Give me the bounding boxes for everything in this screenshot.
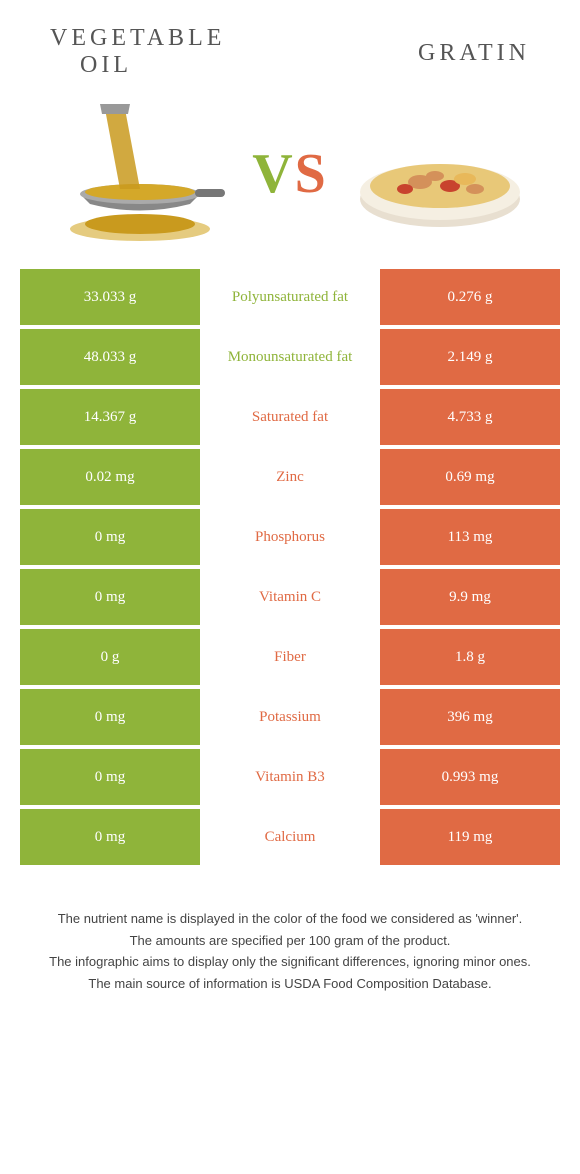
right-value: 119 mg bbox=[380, 809, 560, 865]
right-value: 4.733 g bbox=[380, 389, 560, 445]
gratin-image bbox=[340, 99, 540, 249]
comparison-table: 33.033 gPolyunsaturated fat0.276 g48.033… bbox=[20, 269, 560, 865]
footer-line3: The infographic aims to display only the… bbox=[30, 952, 550, 972]
left-value: 0 mg bbox=[20, 569, 200, 625]
right-value: 0.69 mg bbox=[380, 449, 560, 505]
left-value: 0 g bbox=[20, 629, 200, 685]
title-left-line2: OIL bbox=[80, 52, 132, 78]
nutrient-name: Vitamin C bbox=[200, 569, 380, 625]
table-row: 0 gFiber1.8 g bbox=[20, 629, 560, 685]
left-value: 0 mg bbox=[20, 809, 200, 865]
table-row: 14.367 gSaturated fat4.733 g bbox=[20, 389, 560, 445]
right-value: 0.993 mg bbox=[380, 749, 560, 805]
left-value: 48.033 g bbox=[20, 329, 200, 385]
left-value: 0 mg bbox=[20, 749, 200, 805]
table-row: 0 mgCalcium119 mg bbox=[20, 809, 560, 865]
vs-s: S bbox=[295, 143, 328, 205]
vs-label: VS bbox=[252, 142, 328, 206]
footer-line2: The amounts are specified per 100 gram o… bbox=[30, 931, 550, 951]
table-row: 0 mgPotassium396 mg bbox=[20, 689, 560, 745]
table-row: 48.033 gMonounsaturated fat2.149 g bbox=[20, 329, 560, 385]
nutrient-name: Saturated fat bbox=[200, 389, 380, 445]
right-value: 396 mg bbox=[380, 689, 560, 745]
right-value: 1.8 g bbox=[380, 629, 560, 685]
left-value: 0.02 mg bbox=[20, 449, 200, 505]
right-value: 9.9 mg bbox=[380, 569, 560, 625]
vs-v: V bbox=[252, 143, 294, 205]
header: VEGETABLE OIL GRATIN bbox=[0, 0, 580, 89]
left-value: 33.033 g bbox=[20, 269, 200, 325]
footer-line1: The nutrient name is displayed in the co… bbox=[30, 909, 550, 929]
footer-notes: The nutrient name is displayed in the co… bbox=[0, 869, 580, 1015]
nutrient-name: Calcium bbox=[200, 809, 380, 865]
right-value: 2.149 g bbox=[380, 329, 560, 385]
left-value: 0 mg bbox=[20, 509, 200, 565]
title-left-line1: VEGETABLE bbox=[50, 25, 225, 51]
nutrient-name: Monounsaturated fat bbox=[200, 329, 380, 385]
title-right: GRATIN bbox=[418, 25, 530, 67]
oil-image bbox=[40, 99, 240, 249]
footer-line4: The main source of information is USDA F… bbox=[30, 974, 550, 994]
table-row: 0 mgVitamin B30.993 mg bbox=[20, 749, 560, 805]
nutrient-name: Zinc bbox=[200, 449, 380, 505]
nutrient-name: Phosphorus bbox=[200, 509, 380, 565]
table-row: 0 mgVitamin C9.9 mg bbox=[20, 569, 560, 625]
nutrient-name: Polyunsaturated fat bbox=[200, 269, 380, 325]
table-row: 0 mgPhosphorus113 mg bbox=[20, 509, 560, 565]
images-row: VS bbox=[0, 89, 580, 269]
title-left: VEGETABLE OIL bbox=[50, 25, 225, 79]
table-row: 33.033 gPolyunsaturated fat0.276 g bbox=[20, 269, 560, 325]
table-row: 0.02 mgZinc0.69 mg bbox=[20, 449, 560, 505]
right-value: 113 mg bbox=[380, 509, 560, 565]
nutrient-name: Potassium bbox=[200, 689, 380, 745]
right-value: 0.276 g bbox=[380, 269, 560, 325]
nutrient-name: Vitamin B3 bbox=[200, 749, 380, 805]
left-value: 14.367 g bbox=[20, 389, 200, 445]
nutrient-name: Fiber bbox=[200, 629, 380, 685]
left-value: 0 mg bbox=[20, 689, 200, 745]
